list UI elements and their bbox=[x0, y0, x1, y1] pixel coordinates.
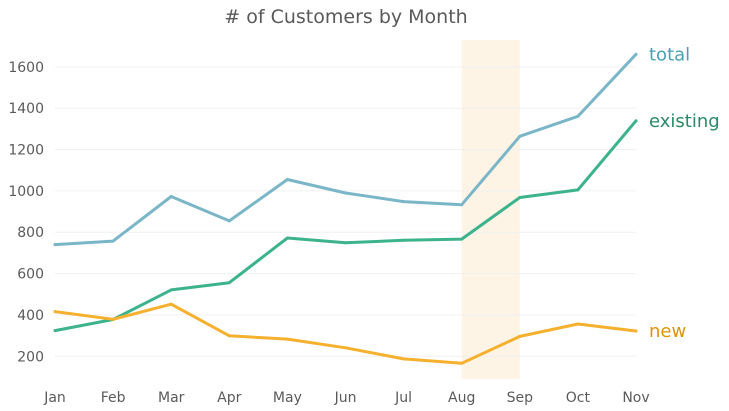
y-tick-label: 1400 bbox=[8, 101, 44, 117]
data-point-existing bbox=[576, 188, 580, 192]
x-tick-label: Sep bbox=[507, 390, 534, 406]
data-point-new bbox=[576, 322, 580, 326]
y-tick-label: 1600 bbox=[8, 60, 44, 76]
data-point-existing bbox=[285, 236, 289, 240]
chart-title: # of Customers by Month bbox=[224, 6, 467, 28]
data-point-new bbox=[634, 329, 638, 333]
x-tick-label: Aug bbox=[448, 390, 475, 406]
x-tick-label: Jun bbox=[334, 390, 357, 406]
data-point-existing bbox=[518, 196, 522, 200]
data-point-new bbox=[402, 357, 406, 361]
data-point-new bbox=[227, 334, 231, 338]
data-point-total bbox=[111, 239, 115, 243]
series-line-existing bbox=[53, 119, 638, 333]
data-point-new bbox=[460, 361, 464, 365]
x-tick-label: Jul bbox=[394, 390, 412, 406]
x-tick-label: Mar bbox=[158, 390, 185, 406]
x-tick-label: May bbox=[273, 390, 302, 406]
series-label-new: new bbox=[649, 321, 686, 342]
series-layer bbox=[53, 52, 638, 365]
data-point-total bbox=[285, 178, 289, 182]
data-point-total bbox=[518, 134, 522, 138]
series-labels: total existing new bbox=[649, 44, 720, 342]
data-point-new bbox=[111, 317, 115, 321]
data-point-existing bbox=[169, 288, 173, 292]
y-tick-label: 400 bbox=[17, 308, 44, 324]
data-point-new bbox=[53, 310, 57, 314]
data-point-new bbox=[518, 334, 522, 338]
data-point-existing bbox=[634, 119, 638, 123]
data-point-total bbox=[402, 200, 406, 204]
y-tick-label: 600 bbox=[17, 267, 44, 283]
x-axis: Jan Feb Mar Apr May Jun Jul Aug Sep Oct Nov bbox=[43, 390, 649, 406]
data-point-new bbox=[344, 346, 347, 350]
x-tick-label: Apr bbox=[217, 390, 241, 406]
data-point-total bbox=[227, 219, 231, 223]
y-axis: 200 400 600 800 1000 1200 1400 1600 bbox=[8, 60, 44, 365]
x-tick-label: Jan bbox=[43, 390, 66, 406]
highlight-band-layer bbox=[461, 40, 520, 379]
x-tick-label: Feb bbox=[101, 390, 126, 406]
highlight-band bbox=[461, 40, 520, 379]
data-point-total bbox=[460, 203, 464, 207]
data-point-existing bbox=[460, 237, 464, 241]
y-tick-label: 1200 bbox=[8, 143, 44, 159]
data-point-total bbox=[634, 52, 638, 56]
y-tick-label: 200 bbox=[17, 349, 44, 365]
data-point-existing bbox=[402, 238, 406, 242]
series-label-total: total bbox=[649, 44, 690, 65]
x-tick-label: Oct bbox=[566, 390, 591, 406]
data-point-total bbox=[169, 194, 173, 198]
x-tick-label: Nov bbox=[622, 390, 649, 406]
grid-layer bbox=[55, 66, 636, 357]
data-point-existing bbox=[344, 241, 347, 245]
data-point-existing bbox=[227, 281, 231, 285]
data-point-existing bbox=[53, 329, 57, 333]
series-label-existing: existing bbox=[649, 111, 720, 132]
data-point-total bbox=[576, 114, 580, 118]
data-point-new bbox=[169, 302, 173, 306]
y-tick-label: 800 bbox=[17, 225, 44, 241]
data-point-new bbox=[285, 337, 289, 341]
data-point-total bbox=[53, 243, 57, 247]
series-line-new bbox=[53, 302, 638, 365]
y-tick-label: 1000 bbox=[8, 184, 44, 200]
data-point-total bbox=[344, 191, 347, 195]
